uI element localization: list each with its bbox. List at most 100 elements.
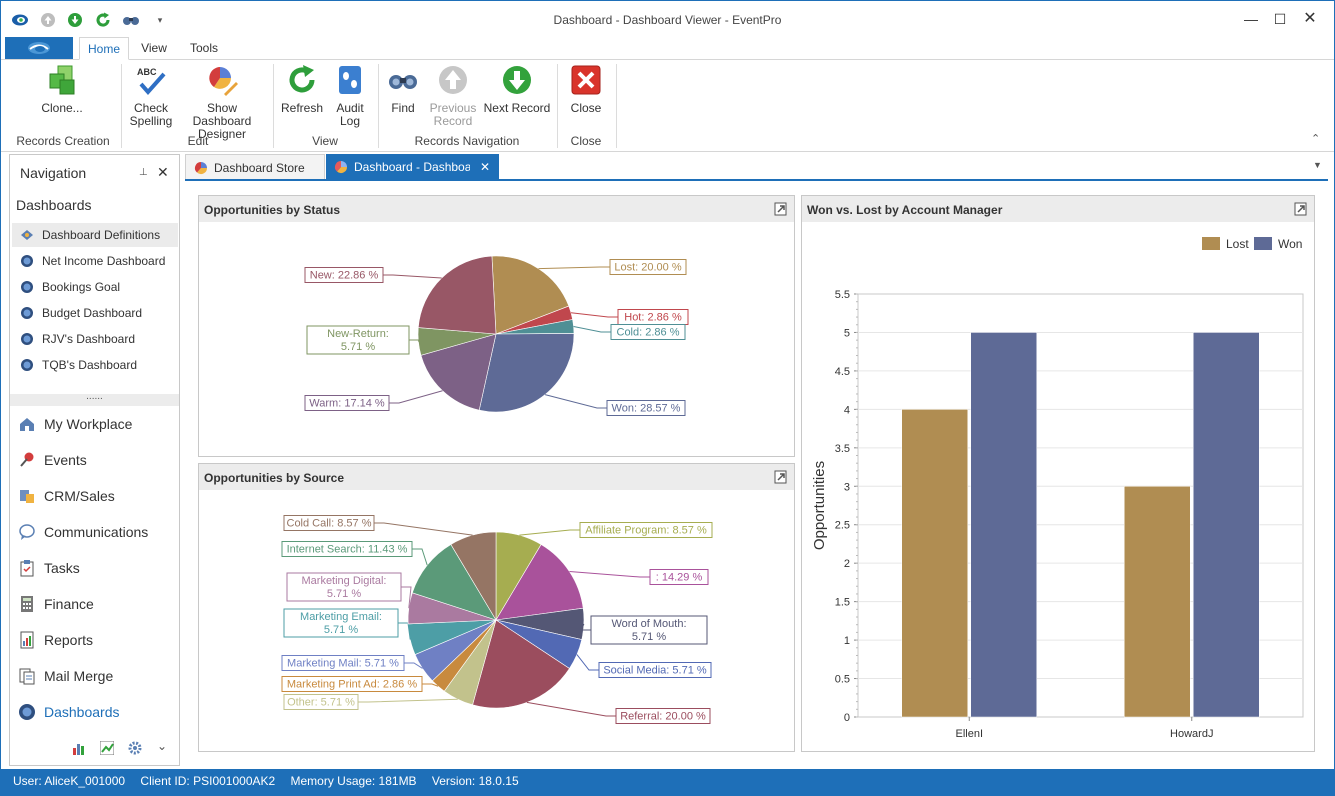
communications-item[interactable]: Communications <box>18 518 148 546</box>
pie-label-box <box>304 395 390 411</box>
speech-bubble-icon <box>19 524 35 540</box>
export-icon[interactable] <box>1294 202 1308 216</box>
pie-label-box <box>606 400 686 416</box>
pie-leader-line <box>374 522 473 536</box>
file-menu-button[interactable] <box>5 37 73 59</box>
settings-icon[interactable] <box>128 741 142 755</box>
y-tick-label: 2.5 <box>835 520 850 532</box>
tab-home[interactable]: Home <box>79 37 129 60</box>
my-workplace-item[interactable]: My Workplace <box>18 410 132 438</box>
bar-lost-howardj[interactable] <box>1124 486 1191 718</box>
bar-chart-icon[interactable] <box>72 741 86 755</box>
next-record-button[interactable]: Next Record <box>483 64 551 115</box>
line-chart-icon[interactable] <box>100 741 114 755</box>
pin-icon[interactable]: ⊥ <box>139 167 148 178</box>
dashboard-icon <box>21 281 33 293</box>
status-memory: Memory Usage: 181MB <box>290 774 417 788</box>
close-icon <box>570 64 602 96</box>
tab-tools[interactable]: Tools <box>189 41 218 55</box>
budget-dashboard-item[interactable]: Budget Dashboard <box>12 301 178 325</box>
y-tick-label: 0 <box>844 712 850 724</box>
check-spelling-button[interactable]: ABC Check Spelling <box>127 64 175 128</box>
pie-label: Marketing Print Ad: 2.86 % <box>287 679 417 691</box>
dashboard-icon <box>21 359 33 371</box>
mail-merge-item[interactable]: Mail Merge <box>18 662 113 690</box>
tab-list-dropdown-icon[interactable]: ▼ <box>1313 160 1322 170</box>
pie-slice-cold-call[interactable] <box>450 531 497 622</box>
tab-view[interactable]: View <box>141 41 167 55</box>
ribbon-separator <box>378 64 379 148</box>
tab-dashboard-store[interactable]: Dashboard Store <box>185 154 325 180</box>
dashboard-tab-icon <box>334 160 348 174</box>
winlost-bar-panel: Won vs. Lost by Account Manager 0 0.5 1 1.5… <box>801 195 1315 752</box>
rjv-dashboard-item[interactable]: RJV's Dashboard <box>12 327 178 351</box>
next-record-icon <box>501 64 533 96</box>
clone-button[interactable]: Clone... <box>31 64 93 115</box>
pie-label-box <box>283 515 375 531</box>
mail-merge-icon <box>19 668 35 685</box>
export-icon[interactable] <box>774 202 788 216</box>
export-icon[interactable] <box>774 470 788 484</box>
back-icon[interactable] <box>39 11 57 29</box>
ribbon-separator <box>273 64 274 148</box>
close-button[interactable]: Close <box>564 64 608 115</box>
refresh-icon[interactable] <box>94 11 112 29</box>
tasks-item[interactable]: Tasks <box>18 554 80 582</box>
refresh-button[interactable]: Refresh <box>279 64 325 115</box>
spell-check-icon: ABC <box>135 64 167 96</box>
x-tick-label: EllenI <box>955 728 983 740</box>
find-icon[interactable] <box>122 11 140 29</box>
pie-slice-lost[interactable] <box>491 255 570 335</box>
pie-label: Lost: 20.00 % <box>614 262 681 274</box>
pie-slice-internet-search[interactable] <box>411 544 497 621</box>
pie-label: Marketing Digital: 5.71 % <box>302 575 387 600</box>
dashboards-section-title: Dashboards <box>16 197 92 213</box>
dashboards-item[interactable]: Dashboards <box>18 698 120 726</box>
tqb-dashboard-item[interactable]: TQB's Dashboard <box>12 353 178 377</box>
bar-won-elleni[interactable] <box>970 332 1037 718</box>
content-area: Dashboard Store Dashboard - Dashboarc ✕ … <box>185 154 1328 766</box>
tab-dashboard[interactable]: Dashboard - Dashboarc ✕ <box>326 154 499 180</box>
bar-lost-elleni[interactable] <box>901 409 968 718</box>
legend-label-lost: Lost <box>1226 237 1249 251</box>
forward-icon[interactable] <box>66 11 84 29</box>
reports-item[interactable]: Reports <box>18 626 93 654</box>
app-logo-icon[interactable] <box>11 11 29 29</box>
pie-leader-line <box>580 623 591 631</box>
ribbon-separator <box>121 64 122 148</box>
bar-won-howardj[interactable] <box>1193 332 1260 718</box>
minimize-button[interactable]: — <box>1244 11 1258 27</box>
show-dashboard-designer-button[interactable]: Show Dashboard Designer <box>177 64 267 141</box>
close-pane-icon[interactable]: ✕ <box>157 164 169 180</box>
events-item[interactable]: Events <box>18 446 87 474</box>
group-edit: Edit <box>187 134 209 148</box>
binoculars-icon <box>387 64 419 96</box>
calculator-icon <box>21 596 33 612</box>
pie-leader-line <box>573 325 611 333</box>
previous-record-button[interactable]: Previous Record <box>427 64 479 128</box>
dashboard-definitions-item[interactable]: Dashboard Definitions <box>12 223 178 247</box>
close-window-button[interactable]: ✕ <box>1303 10 1317 27</box>
pie-label: Won: 28.57 % <box>612 403 681 415</box>
pie-slice-new[interactable] <box>417 255 497 335</box>
collapse-ribbon-icon[interactable]: ⌃ <box>1311 133 1321 145</box>
pie-slice-referral[interactable] <box>472 619 570 709</box>
finance-item[interactable]: Finance <box>18 590 94 618</box>
pane-splitter[interactable]: ...... <box>10 392 179 406</box>
net-income-dashboard-item[interactable]: Net Income Dashboard <box>12 249 178 273</box>
y-tick-label: 5.5 <box>835 289 850 301</box>
chevron-down-icon[interactable]: ⌄ <box>157 739 168 753</box>
crm-sales-item[interactable]: CRM/Sales <box>18 482 115 510</box>
customize-toolbar-icon[interactable]: ▾ <box>157 14 163 25</box>
maximize-button[interactable]: ☐ <box>1273 11 1287 27</box>
close-tab-icon[interactable]: ✕ <box>480 160 491 174</box>
bookings-goal-item[interactable]: Bookings Goal <box>12 275 178 299</box>
pie-slice-blank[interactable] <box>495 544 584 621</box>
audit-log-button[interactable]: Audit Log <box>329 64 371 128</box>
pie-label-box <box>649 569 709 585</box>
clone-icon <box>46 64 78 96</box>
ribbon-separator <box>616 64 617 148</box>
pie-label-box <box>579 522 713 538</box>
find-button[interactable]: Find <box>385 64 421 115</box>
group-records-navigation: Records Navigation <box>414 134 520 148</box>
